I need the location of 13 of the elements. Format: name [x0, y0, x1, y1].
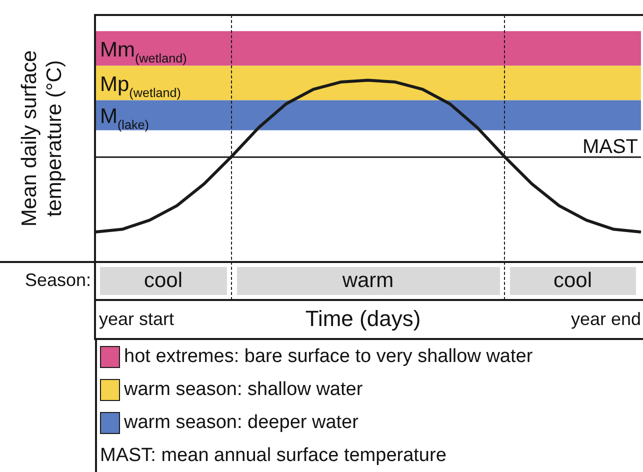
text: year end: [570, 308, 641, 329]
text: hot extremes: bare surface to very shallow water: [124, 346, 533, 368]
y-axis-title: Mean daily surface temperature (°C): [18, 50, 66, 227]
text: cool: [510, 267, 636, 295]
text: year start: [99, 308, 174, 329]
x-axis-title: Time (days): [305, 306, 421, 332]
text: Season:: [24, 270, 91, 290]
text: warm: [236, 267, 500, 295]
text: cool: [100, 267, 226, 295]
ref-line-label: MAST: [582, 136, 638, 158]
text: MAST: mean annual surface temperature: [100, 444, 446, 466]
text: warm season: shallow water: [124, 378, 363, 400]
text: warm season: deeper water: [124, 412, 358, 434]
